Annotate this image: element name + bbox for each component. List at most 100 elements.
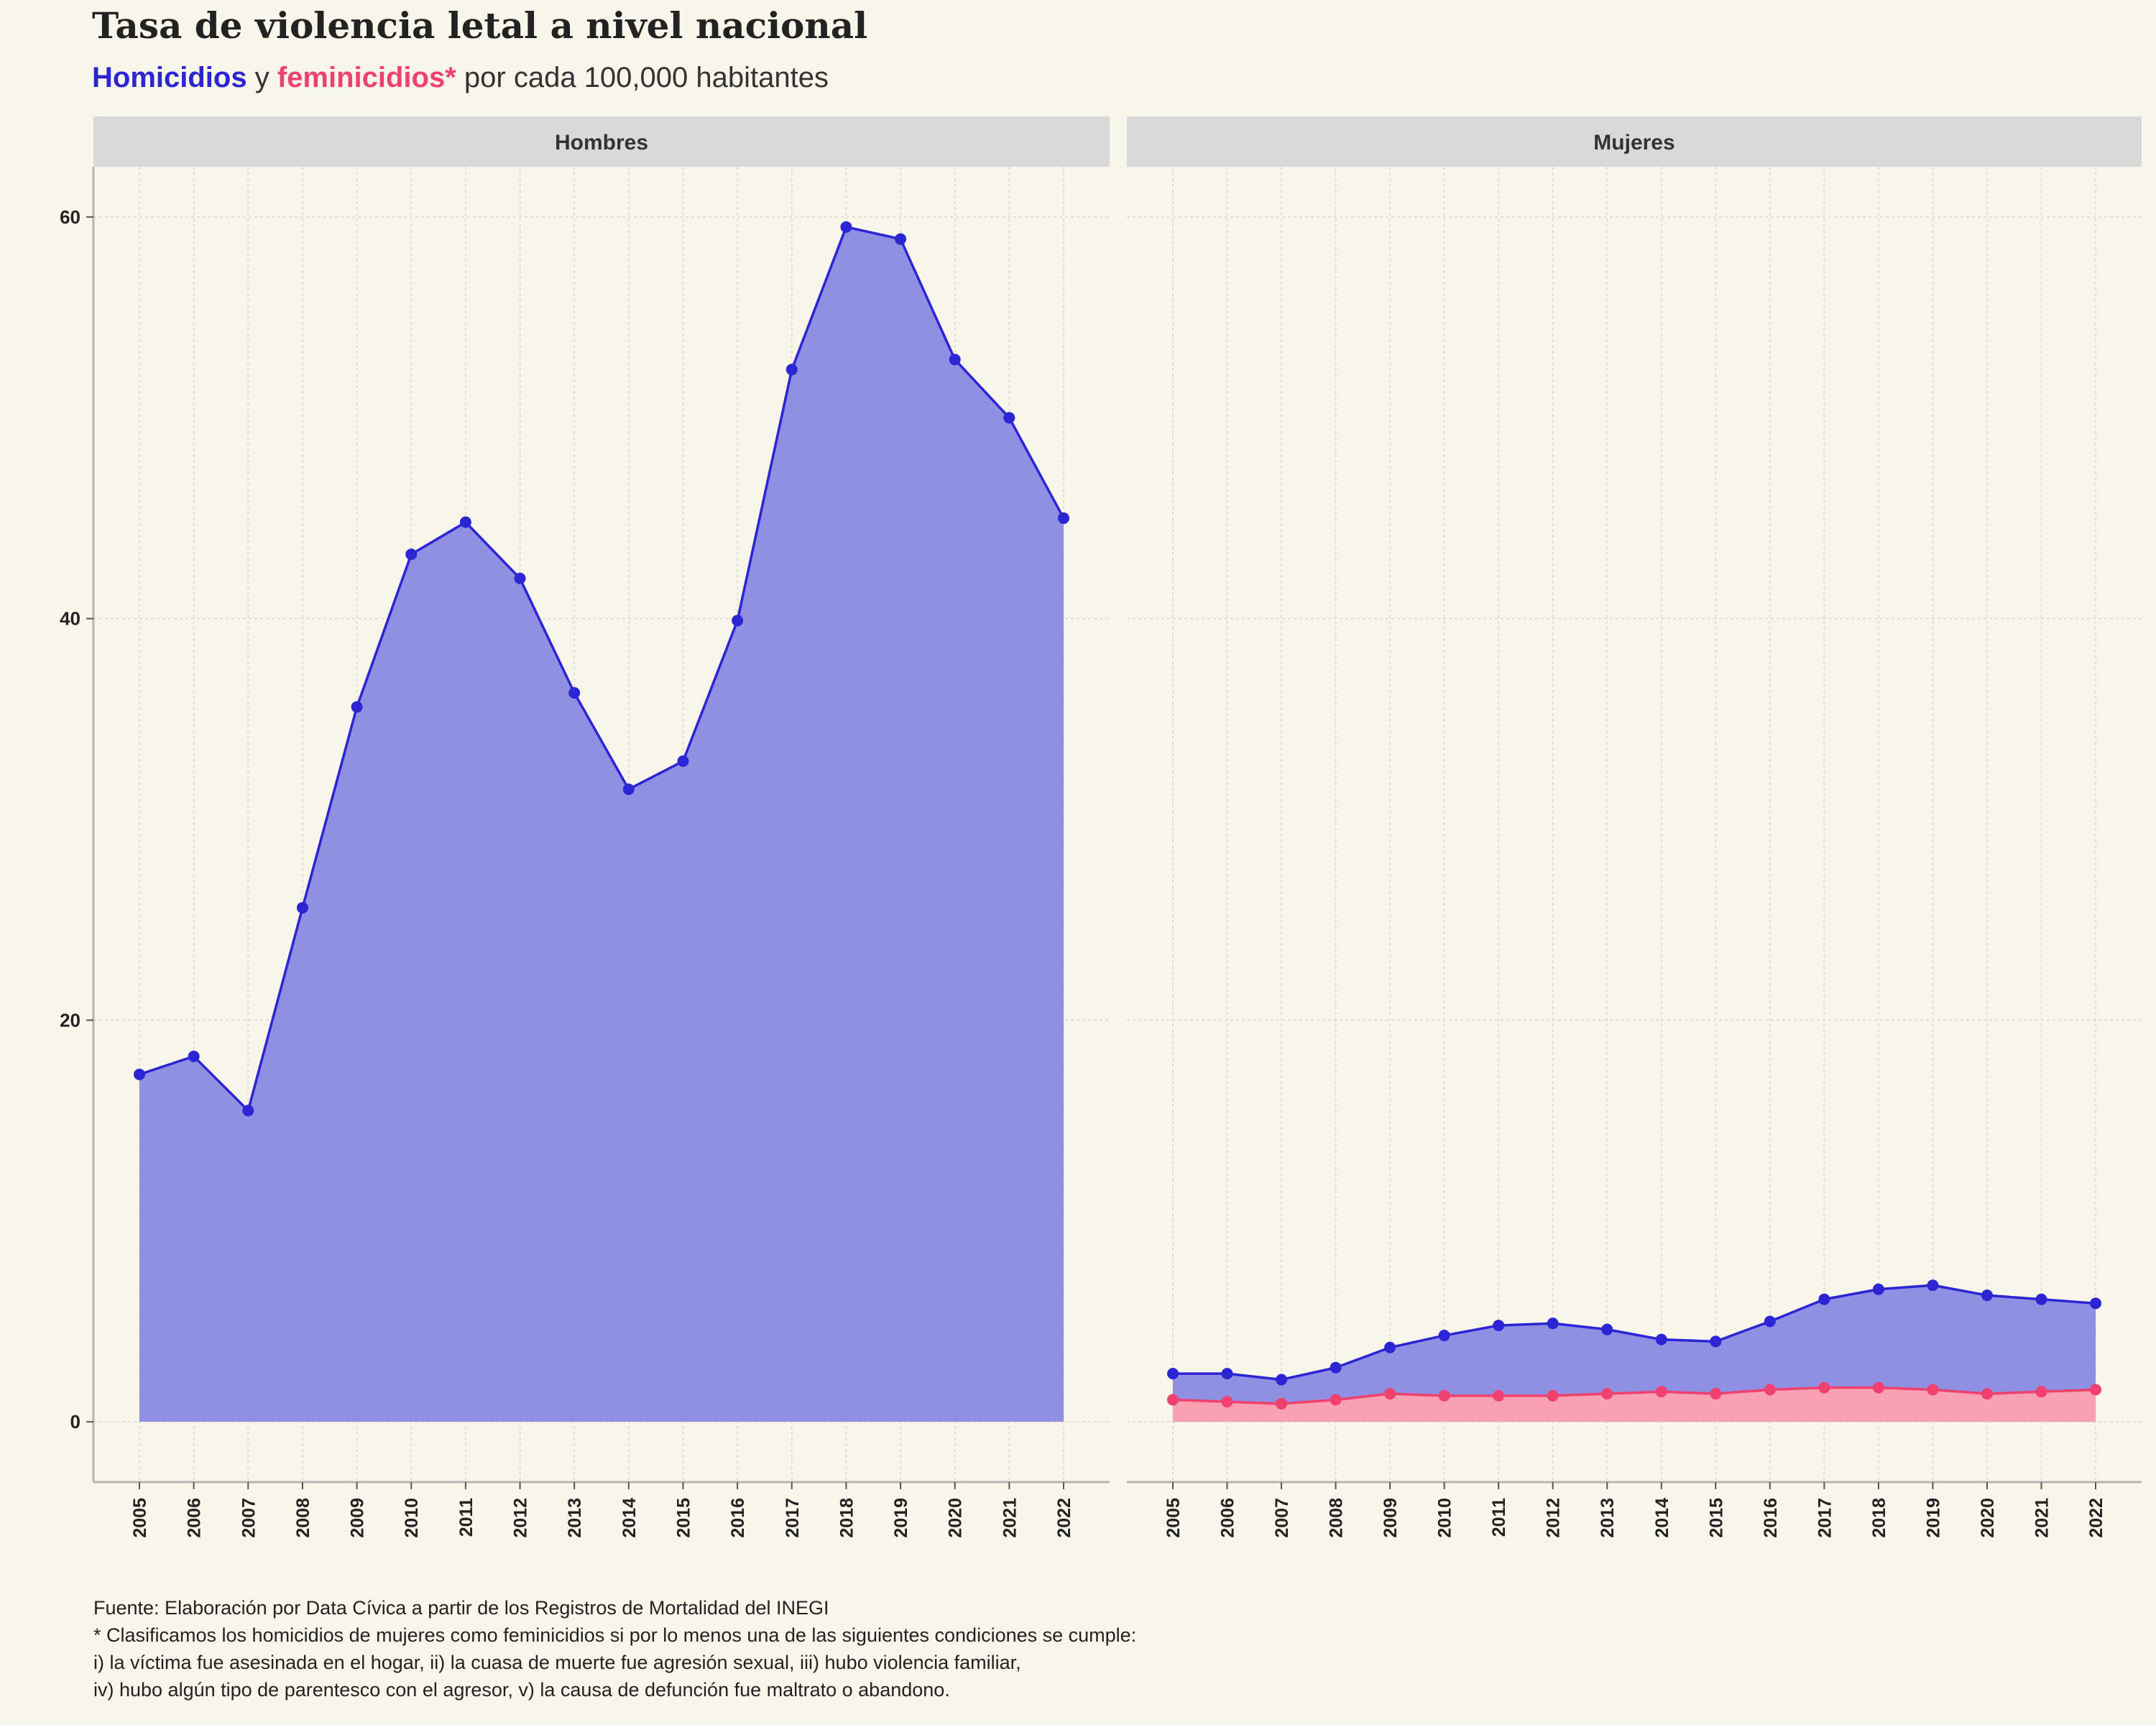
caption-note-line-2: i) la víctima fue asesinada en el hogar,…	[93, 1652, 1021, 1673]
point-feminicidios-mujeres-2012	[1547, 1389, 1559, 1402]
line-homicidios-mujeres	[1173, 1284, 2096, 1381]
y-tick-label: 60	[60, 206, 80, 228]
point-homicidios-mujeres-2018	[1872, 1283, 1884, 1295]
point-feminicidios-mujeres-2021	[2035, 1386, 2047, 1398]
point-feminicidios-mujeres-2013	[1601, 1388, 1613, 1400]
point-homicidios-hombres-2012	[514, 572, 526, 584]
point-homicidios-mujeres-2009	[1384, 1341, 1396, 1353]
x-tick-label-hombres-2021: 2021	[1000, 1498, 1020, 1538]
y-tick-label: 20	[60, 1009, 80, 1031]
point-homicidios-mujeres-2007	[1276, 1374, 1288, 1386]
point-homicidios-mujeres-2014	[1655, 1333, 1667, 1346]
point-homicidios-hombres-2008	[296, 901, 308, 914]
x-tick-label-mujeres-2008: 2008	[1327, 1498, 1347, 1538]
x-tick-label-mujeres-2018: 2018	[1869, 1498, 1889, 1538]
x-tick-label-mujeres-2015: 2015	[1706, 1498, 1726, 1538]
point-homicidios-mujeres-2010	[1438, 1330, 1450, 1342]
x-tick-label-hombres-2022: 2022	[1054, 1498, 1074, 1538]
point-feminicidios-mujeres-2014	[1655, 1386, 1667, 1398]
caption-source: Fuente: Elaboración por Data Cívica a pa…	[93, 1597, 829, 1619]
x-tick-label-mujeres-2019: 2019	[1923, 1498, 1943, 1538]
x-tick-label-hombres-2006: 2006	[185, 1498, 205, 1538]
x-tick-label-mujeres-2020: 2020	[1978, 1498, 1998, 1538]
x-tick-label-hombres-2016: 2016	[728, 1498, 748, 1538]
x-tick-label-hombres-2011: 2011	[456, 1498, 476, 1537]
y-tick-label: 40	[60, 608, 80, 630]
point-homicidios-mujeres-2012	[1547, 1317, 1559, 1330]
chart-caption: Fuente: Elaboración por Data Cívica a pa…	[93, 1594, 1136, 1703]
x-tick-label-mujeres-2010: 2010	[1435, 1498, 1455, 1538]
point-homicidios-mujeres-2008	[1330, 1361, 1342, 1374]
point-feminicidios-mujeres-2005	[1167, 1394, 1179, 1406]
point-homicidios-mujeres-2022	[2090, 1297, 2101, 1310]
point-homicidios-hombres-2005	[134, 1068, 145, 1080]
point-homicidios-hombres-2015	[677, 755, 689, 767]
x-tick-label-hombres-2010: 2010	[402, 1498, 422, 1538]
point-homicidios-hombres-2018	[840, 221, 852, 233]
point-homicidios-hombres-2010	[405, 548, 418, 561]
point-feminicidios-mujeres-2019	[1927, 1384, 1939, 1396]
x-tick-label-mujeres-2007: 2007	[1272, 1498, 1292, 1538]
x-tick-label-mujeres-2006: 2006	[1218, 1498, 1238, 1538]
x-tick-label-hombres-2015: 2015	[673, 1498, 694, 1538]
point-homicidios-hombres-2009	[351, 701, 363, 713]
point-homicidios-hombres-2007	[242, 1105, 254, 1117]
x-tick-label-mujeres-2005: 2005	[1164, 1498, 1184, 1538]
facet-strip-hombres	[93, 116, 1110, 167]
point-feminicidios-mujeres-2008	[1330, 1394, 1342, 1406]
point-feminicidios-mujeres-2011	[1493, 1389, 1505, 1402]
chart-subtitle: Homicidios y feminicidios* por cada 100,…	[92, 62, 829, 94]
facet-label-mujeres: Mujeres	[1593, 131, 1674, 155]
caption-note-line-1: * Clasificamos los homicidios de mujeres…	[93, 1624, 1137, 1646]
x-tick-label-hombres-2017: 2017	[783, 1498, 803, 1538]
subtitle-homicidios: Homicidios	[92, 62, 247, 93]
x-tick-label-mujeres-2014: 2014	[1652, 1498, 1672, 1538]
x-tick-label-hombres-2005: 2005	[130, 1498, 150, 1538]
point-homicidios-mujeres-2019	[1927, 1279, 1939, 1292]
point-feminicidios-mujeres-2020	[1981, 1388, 1993, 1400]
point-feminicidios-mujeres-2006	[1221, 1396, 1233, 1408]
point-homicidios-hombres-2014	[622, 783, 635, 796]
point-feminicidios-mujeres-2017	[1818, 1381, 1830, 1394]
point-homicidios-mujeres-2017	[1818, 1293, 1830, 1305]
area-homicidios-hombres	[139, 226, 1064, 1422]
y-tick-label: 0	[70, 1411, 80, 1432]
subtitle-connector: y	[247, 62, 277, 93]
point-feminicidios-mujeres-2010	[1438, 1389, 1450, 1402]
subtitle-rest: por cada 100,000 habitantes	[456, 62, 829, 93]
point-homicidios-hombres-2016	[732, 615, 744, 627]
x-tick-label-hombres-2020: 2020	[946, 1498, 966, 1538]
point-homicidios-mujeres-2005	[1167, 1368, 1179, 1380]
facet-strip-mujeres	[1127, 116, 2142, 167]
point-feminicidios-mujeres-2022	[2090, 1384, 2101, 1396]
x-tick-label-hombres-2009: 2009	[348, 1498, 368, 1538]
x-tick-label-mujeres-2017: 2017	[1815, 1498, 1835, 1538]
point-homicidios-mujeres-2016	[1764, 1315, 1776, 1328]
facet-label-hombres: Hombres	[555, 131, 648, 155]
x-tick-label-mujeres-2011: 2011	[1489, 1498, 1509, 1537]
subtitle-feminicidios: feminicidios*	[277, 62, 456, 93]
point-feminicidios-mujeres-2016	[1764, 1384, 1776, 1396]
x-tick-label-hombres-2019: 2019	[891, 1498, 911, 1538]
area-feminicidios-mujeres	[1173, 1387, 2096, 1422]
point-homicidios-mujeres-2013	[1601, 1323, 1613, 1335]
point-homicidios-hombres-2013	[568, 687, 581, 699]
point-homicidios-mujeres-2021	[2035, 1293, 2047, 1305]
point-homicidios-mujeres-2015	[1710, 1335, 1722, 1348]
point-homicidios-mujeres-2020	[1981, 1289, 1993, 1302]
line-homicidios-hombres	[139, 225, 1065, 1113]
x-tick-label-hombres-2008: 2008	[293, 1498, 313, 1538]
x-tick-label-hombres-2013: 2013	[565, 1498, 585, 1538]
caption-note-line-3: iv) hubo algún tipo de parentesco con el…	[93, 1679, 950, 1701]
x-tick-label-mujeres-2021: 2021	[2032, 1498, 2052, 1538]
x-tick-label-hombres-2012: 2012	[511, 1498, 531, 1538]
chart-title: Tasa de violencia letal a nivel nacional	[92, 4, 868, 47]
point-homicidios-hombres-2017	[786, 364, 798, 376]
point-feminicidios-mujeres-2007	[1276, 1398, 1288, 1410]
x-tick-label-mujeres-2022: 2022	[2086, 1498, 2106, 1538]
line-feminicidios-mujeres	[1172, 1386, 2096, 1405]
x-tick-label-mujeres-2013: 2013	[1598, 1498, 1618, 1538]
point-homicidios-hombres-2011	[459, 516, 471, 528]
point-homicidios-mujeres-2006	[1221, 1368, 1233, 1380]
